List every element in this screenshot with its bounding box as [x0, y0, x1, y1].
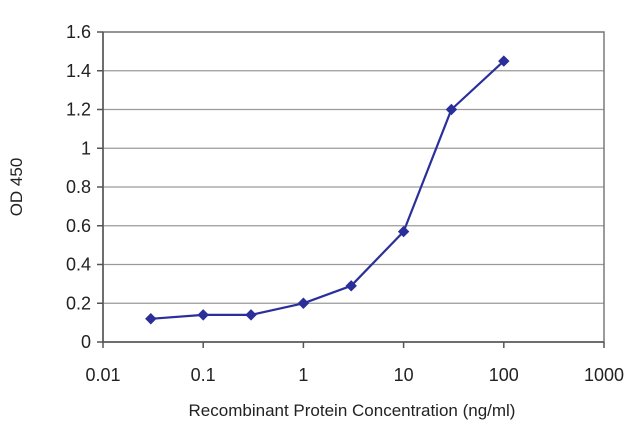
data-point-marker — [397, 225, 410, 238]
data-point-marker — [345, 280, 357, 292]
x-tick-label: 0.1 — [191, 365, 216, 385]
axes — [97, 31, 605, 348]
y-tick-labels: 0 0.2 0.4 0.6 0.8 1 1.2 1.4 1.6 — [66, 22, 91, 352]
x-axis-label: Recombinant Protein Concentration (ng/ml… — [189, 401, 516, 420]
x-tick-label: 100 — [489, 365, 519, 385]
y-tick-label: 0.8 — [66, 177, 91, 197]
y-axis-label: OD 450 — [7, 158, 26, 217]
gridlines — [103, 31, 604, 304]
y-tick-label: 0.4 — [66, 255, 91, 275]
y-tick-label: 1.6 — [66, 22, 91, 42]
data-point-marker — [197, 309, 209, 321]
data-point-marker — [445, 103, 458, 116]
y-tick-label: 0.2 — [66, 293, 91, 313]
y-tick-label: 0 — [81, 332, 91, 352]
y-tick-label: 0.6 — [66, 216, 91, 236]
series-line — [150, 60, 505, 320]
data-point-marker — [498, 55, 510, 67]
x-tick-labels: 0.01 0.1 1 10 100 1000 — [85, 365, 624, 385]
y-tick-label: 1 — [81, 138, 91, 158]
data-point-marker — [297, 297, 310, 309]
x-tick-label: 1 — [298, 365, 308, 385]
x-tick-label: 10 — [394, 365, 414, 385]
x-tick-label: 0.01 — [85, 365, 120, 385]
data-point-marker — [145, 313, 157, 325]
y-tick-label: 1.2 — [66, 100, 91, 120]
y-tick-label: 1.4 — [66, 61, 91, 81]
series-layer — [145, 55, 510, 325]
data-point-marker — [245, 309, 257, 321]
x-tick-label: 1000 — [584, 365, 624, 385]
